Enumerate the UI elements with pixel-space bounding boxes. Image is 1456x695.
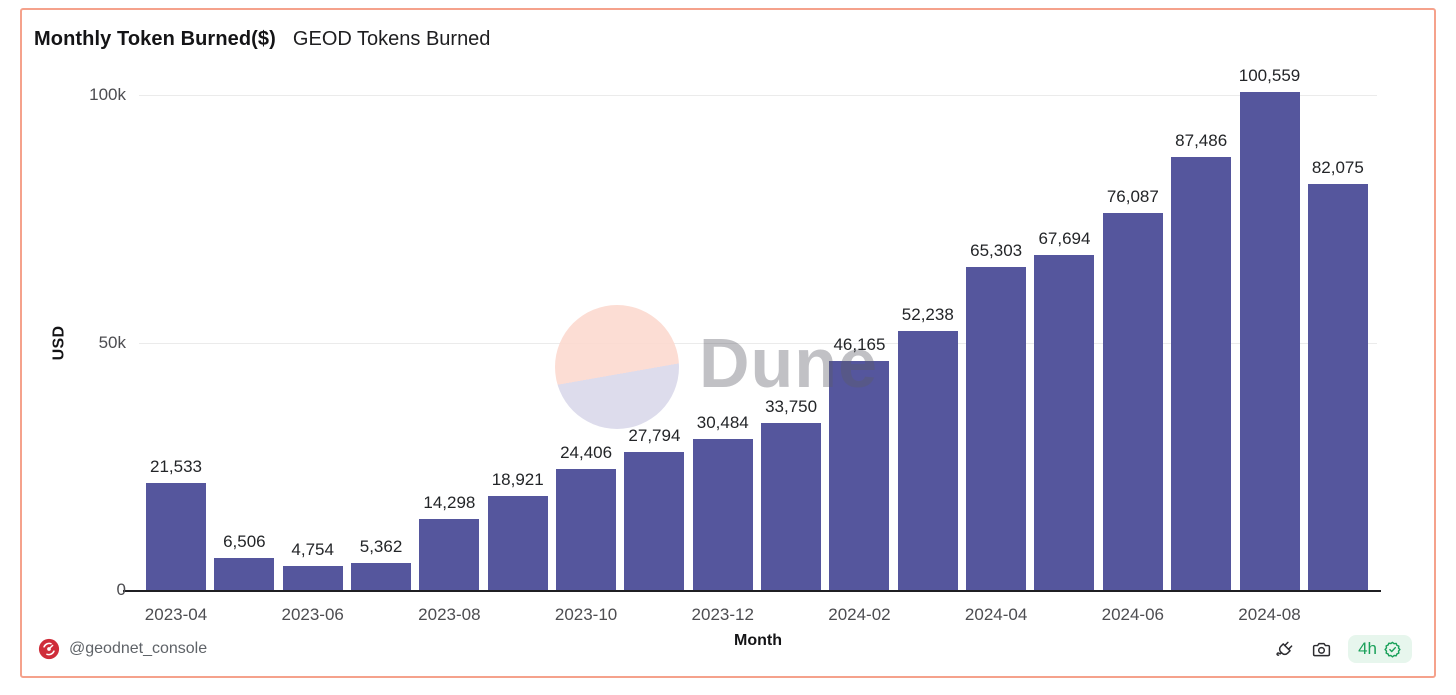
x-tick-label: 2024-04 (964, 605, 1028, 624)
bar-group: 5,362 (351, 537, 412, 590)
y-axis-title-label: USD (50, 325, 67, 360)
bar-group: 67,694 (1034, 229, 1095, 590)
bar-value-label: 65,303 (970, 241, 1023, 260)
bar-value-label: 5,362 (359, 537, 403, 556)
chart-footer: @geodnet_console (38, 634, 1412, 664)
gridline (139, 95, 1377, 96)
bar-value-label: 100,559 (1238, 66, 1301, 85)
bar[interactable] (829, 361, 890, 590)
y-tick-label: 0 (116, 580, 126, 599)
bar[interactable] (966, 267, 1027, 590)
bar-value-label: 52,238 (901, 305, 954, 324)
bar-value-label: 76,087 (1106, 187, 1159, 206)
bar[interactable] (1171, 157, 1232, 590)
bar-group: 30,484 2023-12 (692, 413, 754, 624)
bar-group: 87,486 (1171, 131, 1232, 590)
bar[interactable] (897, 331, 958, 590)
bar[interactable] (282, 566, 343, 590)
data-freshness-label: 4h (1358, 639, 1377, 658)
author-attribution[interactable]: @geodnet_console (38, 638, 207, 660)
bar-group: 52,238 (897, 305, 958, 590)
bar-group: 18,921 (487, 470, 548, 590)
x-tick-label: 2023-04 (144, 605, 208, 624)
bar[interactable] (146, 483, 206, 590)
dune-watermark-logo (555, 305, 679, 429)
bar[interactable] (761, 423, 822, 590)
footer-actions: 4h (1274, 635, 1412, 663)
y-tick-label: 100k (89, 85, 126, 104)
bar-value-label: 82,075 (1311, 158, 1364, 177)
bar-value-label: 27,794 (628, 426, 681, 445)
plug-icon (1276, 641, 1293, 656)
bar[interactable] (556, 469, 617, 590)
x-axis-title: Month (734, 632, 782, 649)
camera-icon (1312, 642, 1331, 656)
bar-value-label: 30,484 (696, 413, 749, 432)
bar-group: 6,506 (214, 532, 275, 590)
bar-value-label: 87,486 (1175, 131, 1228, 150)
bar-group: 27,794 (624, 426, 685, 590)
bar[interactable] (419, 519, 480, 590)
x-tick-label: 2024-02 (828, 605, 891, 624)
bar[interactable] (624, 452, 685, 590)
bar-value-label: 33,750 (765, 397, 818, 416)
x-tick-label: 2024-06 (1101, 605, 1165, 624)
x-tick-label: 2023-12 (691, 605, 754, 624)
bar-value-label: 21,533 (150, 457, 202, 476)
bar-value-label: 14,298 (423, 493, 476, 512)
page-title: Monthly Token Burned($) (34, 28, 276, 50)
x-tick-label: 2023-06 (281, 605, 344, 624)
y-axis-title: USD (44, 95, 74, 590)
bar[interactable] (1239, 92, 1300, 590)
bar[interactable] (487, 496, 548, 590)
x-tick-label: 2024-08 (1238, 605, 1301, 624)
dune-watermark-text: Dune (699, 324, 878, 402)
x-tick-label: 2023-08 (418, 605, 481, 624)
bar-group: 4,754 2023-06 (281, 540, 343, 624)
bar-group: 21,533 2023-04 (145, 457, 207, 624)
chart-header: Monthly Token Burned($) GEOD Tokens Burn… (34, 28, 490, 51)
bar-series: 21,533 2023-04 6,506 4,754 2023-06 5,362 14,29… (145, 66, 1368, 624)
x-tick-label: 2023-10 (554, 605, 618, 624)
bar-group: 100,559 2024-08 (1238, 66, 1300, 624)
bar-group: 24,406 2023-10 (555, 443, 617, 624)
author-handle[interactable]: @geodnet_console (69, 640, 208, 657)
bar-group: 14,298 2023-08 (418, 493, 480, 624)
bar[interactable] (1307, 184, 1368, 590)
chart-card: Monthly Token Burned($) GEOD Tokens Burn… (20, 8, 1436, 678)
screenshot-button[interactable] (1311, 639, 1332, 660)
x-axis-line (123, 590, 1381, 592)
bar-value-label: 24,406 (560, 443, 613, 462)
y-tick-label: 50k (98, 332, 126, 352)
bar[interactable] (351, 563, 412, 590)
geodnet-avatar-icon (38, 638, 60, 660)
chart-subtitle: GEOD Tokens Burned (292, 28, 491, 50)
bar-group: 82,075 (1307, 158, 1368, 590)
bar-value-label: 46,165 (833, 335, 886, 354)
fork-plug-button[interactable] (1274, 639, 1295, 660)
bar[interactable] (1102, 213, 1163, 590)
bar-group: 33,750 (761, 397, 822, 590)
bar-value-label: 4,754 (291, 540, 334, 559)
bar-value-label: 6,506 (223, 532, 266, 551)
bar[interactable] (692, 439, 753, 590)
plot-area: Dune 21,533 2023-04 6,506 4,754 2023-06 5,362… (89, 66, 1381, 624)
bar[interactable] (214, 558, 275, 590)
bar-value-label: 67,694 (1038, 229, 1091, 248)
data-freshness-badge[interactable]: 4h (1348, 635, 1412, 663)
gridline (139, 342, 1377, 344)
bar[interactable] (1034, 255, 1095, 590)
bar-group: 46,165 2024-02 (828, 335, 890, 624)
seal-check-icon (1384, 641, 1401, 658)
bar-value-label: 18,921 (491, 470, 544, 489)
bar-group: 65,303 2024-04 (965, 241, 1027, 624)
bar-group: 76,087 2024-06 (1102, 187, 1164, 624)
